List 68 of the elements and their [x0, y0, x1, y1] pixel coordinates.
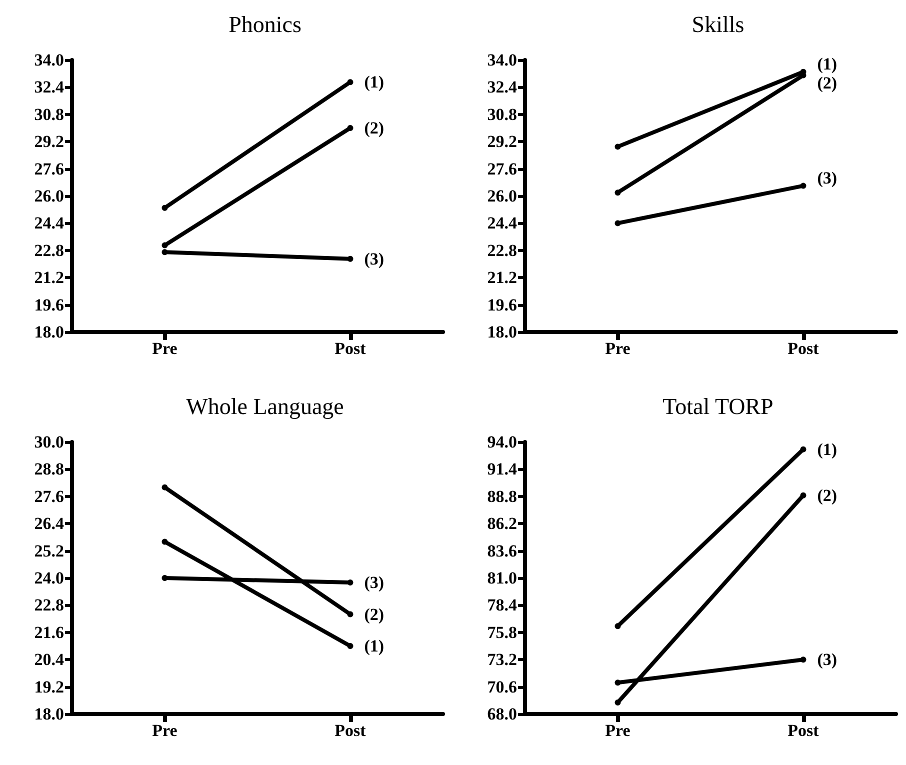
series-label: (1)	[817, 440, 838, 459]
y-tick-label: 21.6	[34, 622, 64, 642]
chart-title: Phonics	[228, 12, 302, 37]
y-tick-label: 83.6	[487, 541, 517, 560]
series-label: (2)	[817, 486, 838, 505]
y-tick-label: 30.0	[34, 432, 64, 452]
series-label: (3)	[817, 168, 838, 188]
series-label: (3)	[364, 573, 384, 592]
y-tick-label: 19.6	[34, 295, 64, 314]
y-tick-label: 78.4	[487, 596, 518, 615]
y-tick-label: 26.0	[487, 186, 517, 206]
series-label: (2)	[817, 74, 838, 93]
y-tick-label: 19.6	[487, 295, 517, 314]
chart-title: Total TORP	[662, 394, 774, 419]
y-tick-label: 75.8	[487, 622, 517, 642]
y-tick-label: 29.2	[487, 132, 517, 152]
x-tick-label: Post	[334, 339, 366, 358]
y-tick-label: 28.8	[34, 460, 64, 479]
y-tick-label: 70.6	[487, 677, 517, 696]
y-tick-label: 21.2	[34, 268, 64, 288]
series-label: (2)	[364, 604, 384, 624]
y-tick-label: 27.6	[34, 486, 64, 506]
y-tick-label: 25.2	[34, 541, 64, 560]
x-tick-label: Post	[788, 339, 820, 358]
y-tick-label: 18.0	[487, 322, 517, 342]
x-tick-label: Post	[334, 721, 366, 740]
series-label: (1)	[817, 54, 838, 74]
y-tick-label: 73.2	[487, 650, 517, 670]
y-tick-label: 32.4	[34, 78, 64, 97]
y-tick-label: 29.2	[34, 132, 64, 152]
series-label: (3)	[364, 249, 384, 268]
series-label: (1)	[364, 636, 384, 656]
x-tick-label: Pre	[605, 721, 631, 740]
series-label: (1)	[364, 72, 384, 92]
y-tick-label: 30.8	[34, 104, 64, 124]
y-tick-label: 32.4	[487, 78, 518, 97]
y-tick-label: 81.0	[487, 568, 517, 588]
y-tick-label: 18.0	[34, 704, 64, 724]
x-tick-label: Post	[788, 721, 820, 740]
y-tick-label: 26.0	[34, 186, 64, 206]
y-tick-label: 22.8	[34, 240, 64, 260]
y-tick-label: 68.0	[487, 704, 517, 724]
y-tick-label: 19.2	[34, 677, 64, 696]
y-tick-label: 34.0	[487, 50, 517, 70]
x-tick-label: Pre	[605, 339, 631, 358]
series-label: (2)	[364, 118, 384, 138]
y-tick-label: 24.4	[34, 214, 64, 233]
y-tick-label: 27.6	[487, 159, 517, 178]
y-tick-label: 21.2	[487, 268, 517, 288]
y-tick-label: 27.6	[34, 159, 64, 178]
y-tick-label: 22.8	[487, 240, 517, 260]
y-tick-label: 88.8	[487, 486, 517, 506]
series-label: (3)	[817, 650, 838, 670]
x-tick-label: Pre	[152, 339, 178, 358]
y-tick-label: 86.2	[487, 514, 517, 534]
y-tick-label: 94.0	[487, 432, 517, 452]
x-tick-label: Pre	[152, 721, 178, 740]
chart-title: Whole Language	[186, 394, 344, 419]
y-tick-label: 20.4	[34, 650, 64, 670]
y-tick-label: 91.4	[487, 460, 518, 479]
y-tick-label: 24.4	[487, 214, 518, 233]
y-tick-label: 24.0	[34, 568, 64, 588]
y-tick-label: 18.0	[34, 322, 64, 342]
chart-title: Skills	[692, 12, 744, 37]
y-tick-label: 26.4	[34, 514, 64, 534]
y-tick-label: 34.0	[34, 50, 64, 70]
y-tick-label: 30.8	[487, 104, 517, 124]
y-tick-label: 22.8	[34, 596, 64, 615]
